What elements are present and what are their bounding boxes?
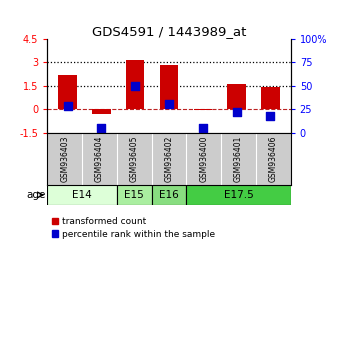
- Text: GSM936405: GSM936405: [130, 135, 139, 182]
- Point: [268, 113, 273, 119]
- Point: [166, 102, 172, 107]
- Bar: [126, 60, 145, 109]
- Bar: [92, 109, 111, 114]
- Text: GSM936401: GSM936401: [234, 135, 243, 182]
- Text: GSM936404: GSM936404: [95, 135, 104, 182]
- Point: [200, 125, 206, 131]
- Text: E17.5: E17.5: [224, 190, 254, 200]
- Point: [132, 83, 138, 88]
- Bar: [117, 184, 152, 205]
- Bar: [160, 65, 178, 109]
- Legend: transformed count, percentile rank within the sample: transformed count, percentile rank withi…: [52, 217, 215, 239]
- Text: E15: E15: [124, 190, 144, 200]
- Text: GSM936400: GSM936400: [199, 135, 208, 182]
- Bar: [193, 109, 212, 110]
- Bar: [227, 84, 246, 109]
- Point: [65, 103, 70, 109]
- Text: age: age: [26, 190, 46, 200]
- Bar: [261, 86, 280, 109]
- Point: [99, 125, 104, 131]
- Bar: [58, 75, 77, 109]
- Text: E16: E16: [159, 190, 179, 200]
- Bar: [186, 184, 291, 205]
- Bar: [47, 184, 117, 205]
- Title: GDS4591 / 1443989_at: GDS4591 / 1443989_at: [92, 25, 246, 38]
- Bar: [152, 184, 186, 205]
- Text: E14: E14: [72, 190, 92, 200]
- Point: [234, 109, 239, 115]
- Text: GSM936406: GSM936406: [269, 135, 278, 182]
- Text: GSM936403: GSM936403: [60, 135, 69, 182]
- Text: GSM936402: GSM936402: [165, 135, 173, 182]
